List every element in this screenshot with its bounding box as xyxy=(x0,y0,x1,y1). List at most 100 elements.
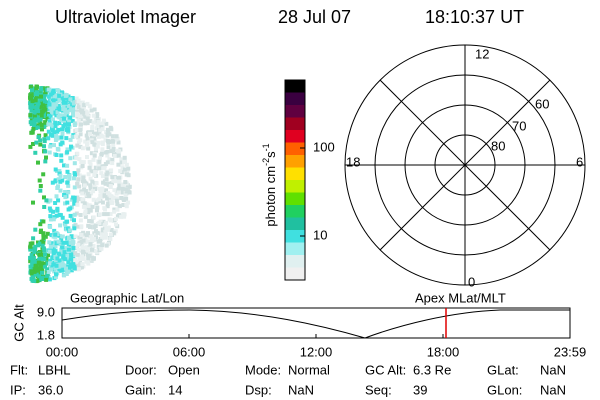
pixel xyxy=(108,172,113,177)
pixel xyxy=(71,195,76,200)
pixel xyxy=(61,107,66,112)
pixel xyxy=(72,226,77,231)
pixel xyxy=(31,142,35,146)
pixel xyxy=(41,172,46,177)
pixel xyxy=(94,181,99,186)
pixel xyxy=(63,201,67,206)
x-tick-label: 12:00 xyxy=(300,344,333,359)
pixel xyxy=(54,134,59,138)
pixel xyxy=(65,219,70,224)
pixel xyxy=(80,108,85,113)
pixel xyxy=(114,222,118,227)
pixel xyxy=(122,167,127,172)
pixel xyxy=(28,259,33,264)
pixel xyxy=(104,172,109,177)
pixel xyxy=(39,94,43,99)
pixel xyxy=(85,116,90,121)
pixel xyxy=(29,130,34,135)
field-value: Open xyxy=(168,362,200,377)
pixel xyxy=(53,178,58,183)
pixel xyxy=(43,120,48,125)
pixel xyxy=(117,204,122,209)
pixel xyxy=(107,157,112,162)
pixel xyxy=(86,256,91,260)
pixel xyxy=(90,124,95,129)
pixel xyxy=(75,143,80,148)
pixel xyxy=(66,247,71,252)
pixel xyxy=(99,231,104,236)
pixel xyxy=(112,176,117,181)
pixel xyxy=(37,252,42,257)
pixel xyxy=(53,232,58,237)
pixel xyxy=(90,222,95,227)
pixel xyxy=(42,144,46,149)
pixel xyxy=(44,155,48,160)
pixel xyxy=(88,176,93,181)
exp: -2 xyxy=(261,158,271,166)
pixel xyxy=(115,202,120,207)
pixel xyxy=(68,262,73,267)
pixel xyxy=(59,153,64,158)
pixel xyxy=(85,155,89,159)
pixel xyxy=(109,149,114,154)
pixel xyxy=(43,252,47,257)
pixel xyxy=(70,119,75,123)
pixel xyxy=(31,236,36,241)
pixel xyxy=(116,190,121,195)
pixel xyxy=(82,183,87,188)
pixel xyxy=(85,191,90,196)
pixel xyxy=(96,244,101,249)
pixel xyxy=(71,101,76,106)
pixel xyxy=(84,233,89,238)
field-label: Flt: xyxy=(10,362,28,377)
pixel xyxy=(63,96,67,101)
field-label: Seq: xyxy=(365,382,392,397)
pixel xyxy=(60,245,65,250)
pixel xyxy=(63,107,68,112)
pixel xyxy=(86,146,91,151)
pixel xyxy=(40,127,44,132)
pixel xyxy=(34,140,39,145)
exp: -1 xyxy=(261,143,271,151)
pixel xyxy=(102,166,107,171)
pixel xyxy=(65,126,70,131)
field-label: Dsp: xyxy=(245,382,272,397)
pixel xyxy=(68,228,73,233)
pixel xyxy=(58,179,63,184)
pixel xyxy=(78,132,83,137)
pixel xyxy=(103,150,108,155)
pixel xyxy=(115,196,120,201)
pixel xyxy=(109,168,114,173)
y-axis-label: GC Alt xyxy=(11,304,26,342)
pixel xyxy=(35,94,40,99)
pixel xyxy=(62,250,67,255)
pixel xyxy=(69,234,74,239)
pixel xyxy=(86,207,91,212)
pixel xyxy=(48,261,52,266)
pixel xyxy=(72,185,77,190)
pixel xyxy=(55,136,60,141)
pixel xyxy=(92,107,97,112)
pixel xyxy=(60,257,65,262)
pixel xyxy=(69,268,74,273)
pixel xyxy=(68,156,73,161)
pixel xyxy=(39,105,44,110)
pixel xyxy=(28,247,33,252)
pixel xyxy=(92,249,97,253)
pixel xyxy=(104,130,108,134)
pixel xyxy=(53,234,58,239)
pixel xyxy=(81,245,85,250)
pixel xyxy=(39,252,44,257)
pixel xyxy=(54,153,59,157)
pixel xyxy=(37,178,42,183)
pixel xyxy=(97,186,102,191)
pixel xyxy=(74,134,79,139)
status: Flt: LBHL Door: Open Mode: Normal GC Alt: 6.3 R… xyxy=(10,362,566,397)
pixel xyxy=(58,242,63,247)
pixel xyxy=(116,148,121,153)
pixel xyxy=(58,113,63,118)
pixel xyxy=(92,136,97,141)
colorbar-label: photon cm-2s-1 xyxy=(261,143,278,226)
pixel xyxy=(43,234,48,239)
pixel xyxy=(80,164,85,168)
